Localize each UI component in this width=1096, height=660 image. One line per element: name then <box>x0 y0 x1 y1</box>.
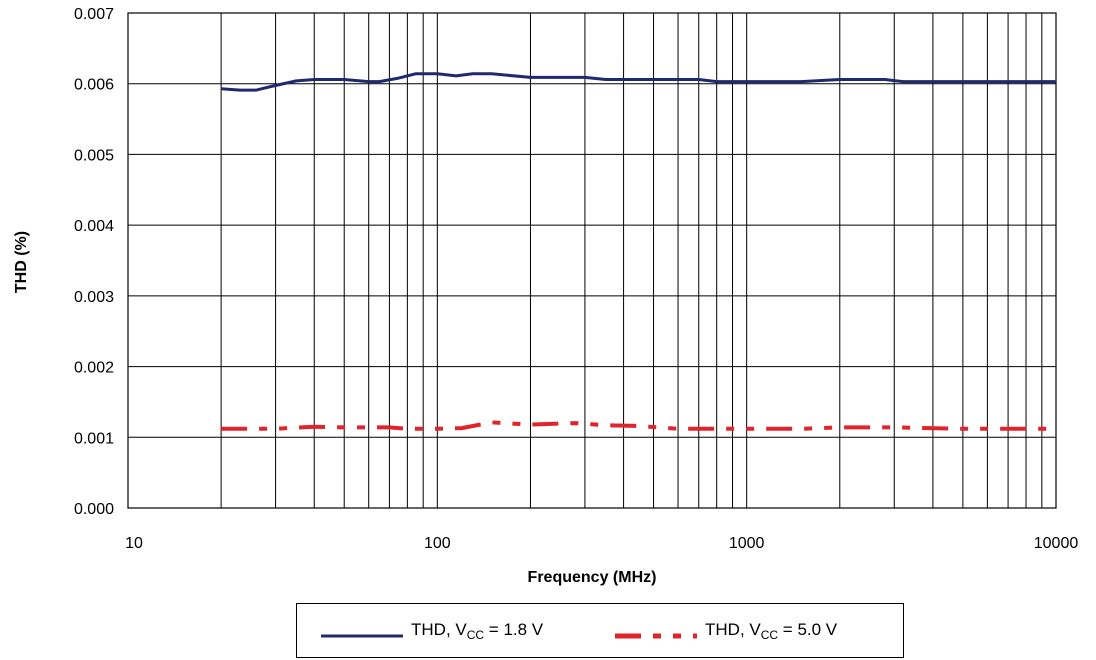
y-tick-label: 0.003 <box>74 289 114 306</box>
series-line-1 <box>220 72 1056 92</box>
chart-series <box>220 72 1056 431</box>
y-tick-label: 0.000 <box>74 501 114 518</box>
legend-label-series-2: THD, VCC = 5.0 V <box>705 619 838 642</box>
legend-swatch-series-2 <box>615 626 697 638</box>
y-tick-label: 0.004 <box>74 218 114 235</box>
legend-item-series-1: THD, VCC = 1.8 V <box>321 604 543 657</box>
chart-ticks: 0.000 0.001 0.002 0.003 0.004 0.005 0.006 0.007… <box>74 6 1078 552</box>
x-tick-label: 100 <box>424 535 451 552</box>
x-tick-label: 1000 <box>729 535 765 552</box>
y-tick-label: 0.005 <box>74 147 114 164</box>
plot-frame <box>127 12 1057 509</box>
series-line-2 <box>221 420 1056 431</box>
y-tick-label: 0.007 <box>74 6 114 23</box>
y-tick-label: 0.001 <box>74 430 114 447</box>
x-axis-label: Frequency (MHz) <box>528 569 657 586</box>
legend-label-series-1: THD, VCC = 1.8 V <box>411 619 544 642</box>
y-tick-label: 0.006 <box>74 77 114 94</box>
y-axis-label: THD (%) <box>13 231 30 293</box>
x-tick-label: 10000 <box>1034 535 1079 552</box>
x-tick-label: 10 <box>125 535 143 552</box>
chart: 0.000 0.001 0.002 0.003 0.004 0.005 0.006 0.007… <box>13 6 1078 586</box>
legend-swatch-series-1 <box>321 626 403 637</box>
legend-item-series-2: THD, VCC = 5.0 V <box>615 604 837 657</box>
legend: THD, VCC = 1.8 V THD, VCC = 5.0 V <box>296 603 904 658</box>
y-tick-label: 0.002 <box>74 360 114 377</box>
